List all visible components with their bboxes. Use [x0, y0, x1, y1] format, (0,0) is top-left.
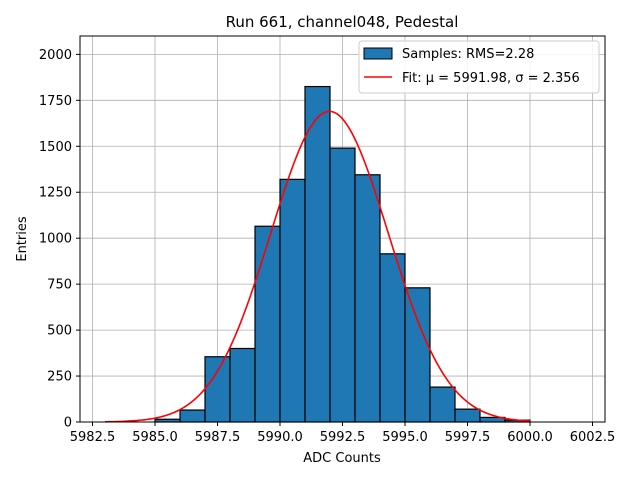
histogram-bar	[379, 253, 406, 423]
x-tick-label: 6002.5	[570, 430, 616, 445]
histogram-bar	[429, 386, 456, 423]
histogram-bars	[154, 85, 531, 423]
chart-title: Run 661, channel048, Pedestal	[226, 13, 459, 31]
y-tick-label: 1750	[39, 94, 72, 109]
histogram-bar	[179, 409, 206, 423]
x-tick-label: 5990.0	[257, 430, 303, 445]
y-tick-label: 1000	[39, 232, 72, 247]
histogram-bar	[404, 287, 431, 423]
gaussian-fit-curve	[104, 110, 531, 423]
legend-fit-label: Fit: μ = 5991.98, σ = 2.356	[402, 71, 580, 86]
histogram-bar	[329, 147, 356, 423]
y-axis-ticks: 0 250 500 750 1000 1250 1500 1750 2000	[39, 48, 80, 431]
histogram-bar	[254, 225, 281, 423]
x-tick-label: 5985.0	[132, 430, 178, 445]
histogram-bar	[204, 356, 231, 423]
histogram-bar	[304, 85, 331, 423]
histogram-bar	[454, 408, 481, 423]
y-tick-label: 1500	[39, 140, 72, 155]
histogram-bar	[229, 347, 256, 423]
y-axis-label: Entries	[15, 216, 30, 262]
y-tick-label: 500	[47, 324, 72, 339]
x-tick-label: 5995.0	[382, 430, 428, 445]
y-tick-label: 1250	[39, 186, 72, 201]
x-tick-label: 6000.0	[507, 430, 553, 445]
histogram-bar	[279, 178, 306, 423]
y-tick-label: 250	[47, 370, 72, 385]
legend-box	[358, 40, 600, 94]
x-axis-label: ADC Counts	[303, 451, 381, 466]
y-tick-label: 2000	[39, 48, 72, 63]
x-tick-label: 5997.5	[445, 430, 491, 445]
legend: Samples: RMS=2.28 Fit: μ = 5991.98, σ = …	[358, 40, 600, 94]
x-tick-label: 5992.5	[320, 430, 366, 445]
x-tick-label: 5987.5	[195, 430, 241, 445]
y-tick-label: 750	[47, 278, 72, 293]
legend-samples-label: Samples: RMS=2.28	[402, 47, 534, 62]
x-tick-label: 5982.5	[70, 430, 116, 445]
x-axis-ticks: 5982.5 5985.0 5987.5 5990.0 5992.5 5995.0 5997…	[70, 422, 616, 445]
y-tick-label: 0	[64, 416, 72, 431]
histogram-bar	[354, 174, 381, 423]
legend-samples-swatch	[363, 47, 393, 60]
